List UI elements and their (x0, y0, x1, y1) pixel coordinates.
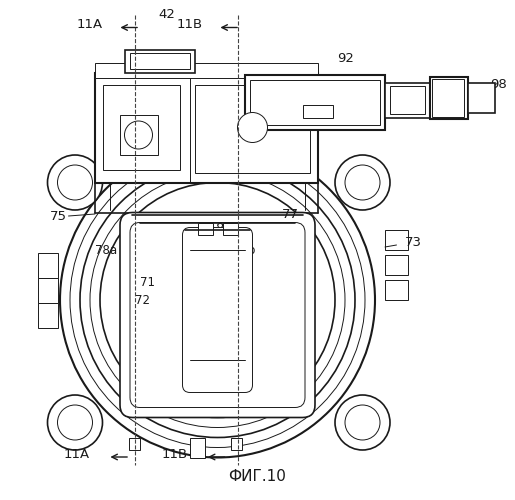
Bar (190, 438, 205, 458)
Text: 73: 73 (405, 236, 422, 249)
Bar (38, 278, 58, 302)
Text: 98: 98 (490, 78, 507, 90)
Bar (432, 78, 464, 117)
Bar (302, 105, 333, 118)
Text: 75: 75 (49, 210, 66, 222)
Bar (130, 53, 190, 69)
Circle shape (70, 152, 365, 448)
Bar (222, 222, 237, 235)
Bar (468, 84, 495, 112)
Circle shape (237, 112, 267, 142)
Circle shape (335, 395, 390, 450)
Text: 11В: 11В (161, 448, 187, 462)
Bar (390, 86, 425, 114)
Bar (195, 85, 310, 172)
Bar (385, 280, 407, 300)
Text: 11А: 11А (76, 18, 102, 32)
Bar (197, 222, 213, 235)
Bar (102, 85, 180, 170)
Text: 72: 72 (135, 294, 150, 306)
Circle shape (335, 155, 390, 210)
Bar (385, 230, 407, 250)
Bar (250, 80, 380, 125)
FancyBboxPatch shape (120, 212, 315, 418)
Bar (245, 75, 385, 130)
Bar (385, 255, 407, 275)
Bar (95, 64, 318, 78)
Bar (129, 438, 140, 450)
Bar (385, 82, 430, 118)
FancyBboxPatch shape (130, 222, 305, 408)
Circle shape (58, 405, 93, 440)
Circle shape (100, 182, 335, 418)
Text: 77: 77 (282, 208, 299, 222)
Bar (120, 115, 158, 155)
Bar (185, 230, 250, 390)
Text: 11В: 11В (176, 18, 202, 32)
Bar (231, 438, 242, 450)
Circle shape (125, 121, 152, 149)
Text: 78b: 78b (233, 244, 256, 258)
Circle shape (58, 165, 93, 200)
Bar (95, 72, 318, 182)
Text: 71: 71 (140, 276, 155, 289)
Circle shape (47, 395, 102, 450)
Bar (125, 50, 195, 72)
Bar (38, 252, 58, 278)
Text: 53: 53 (197, 312, 211, 326)
Text: 11А: 11А (64, 448, 90, 462)
Text: 80: 80 (215, 222, 232, 235)
Text: 78а: 78а (95, 244, 117, 258)
Text: 42: 42 (158, 8, 175, 21)
Circle shape (47, 155, 102, 210)
Bar (38, 302, 58, 328)
Circle shape (90, 172, 345, 428)
Text: ФИГ.10: ФИГ.10 (229, 469, 286, 484)
FancyBboxPatch shape (182, 228, 252, 392)
Text: 92: 92 (337, 52, 354, 66)
Circle shape (345, 165, 380, 200)
Bar (430, 76, 468, 119)
Circle shape (60, 142, 375, 458)
Circle shape (80, 162, 355, 438)
Circle shape (345, 405, 380, 440)
